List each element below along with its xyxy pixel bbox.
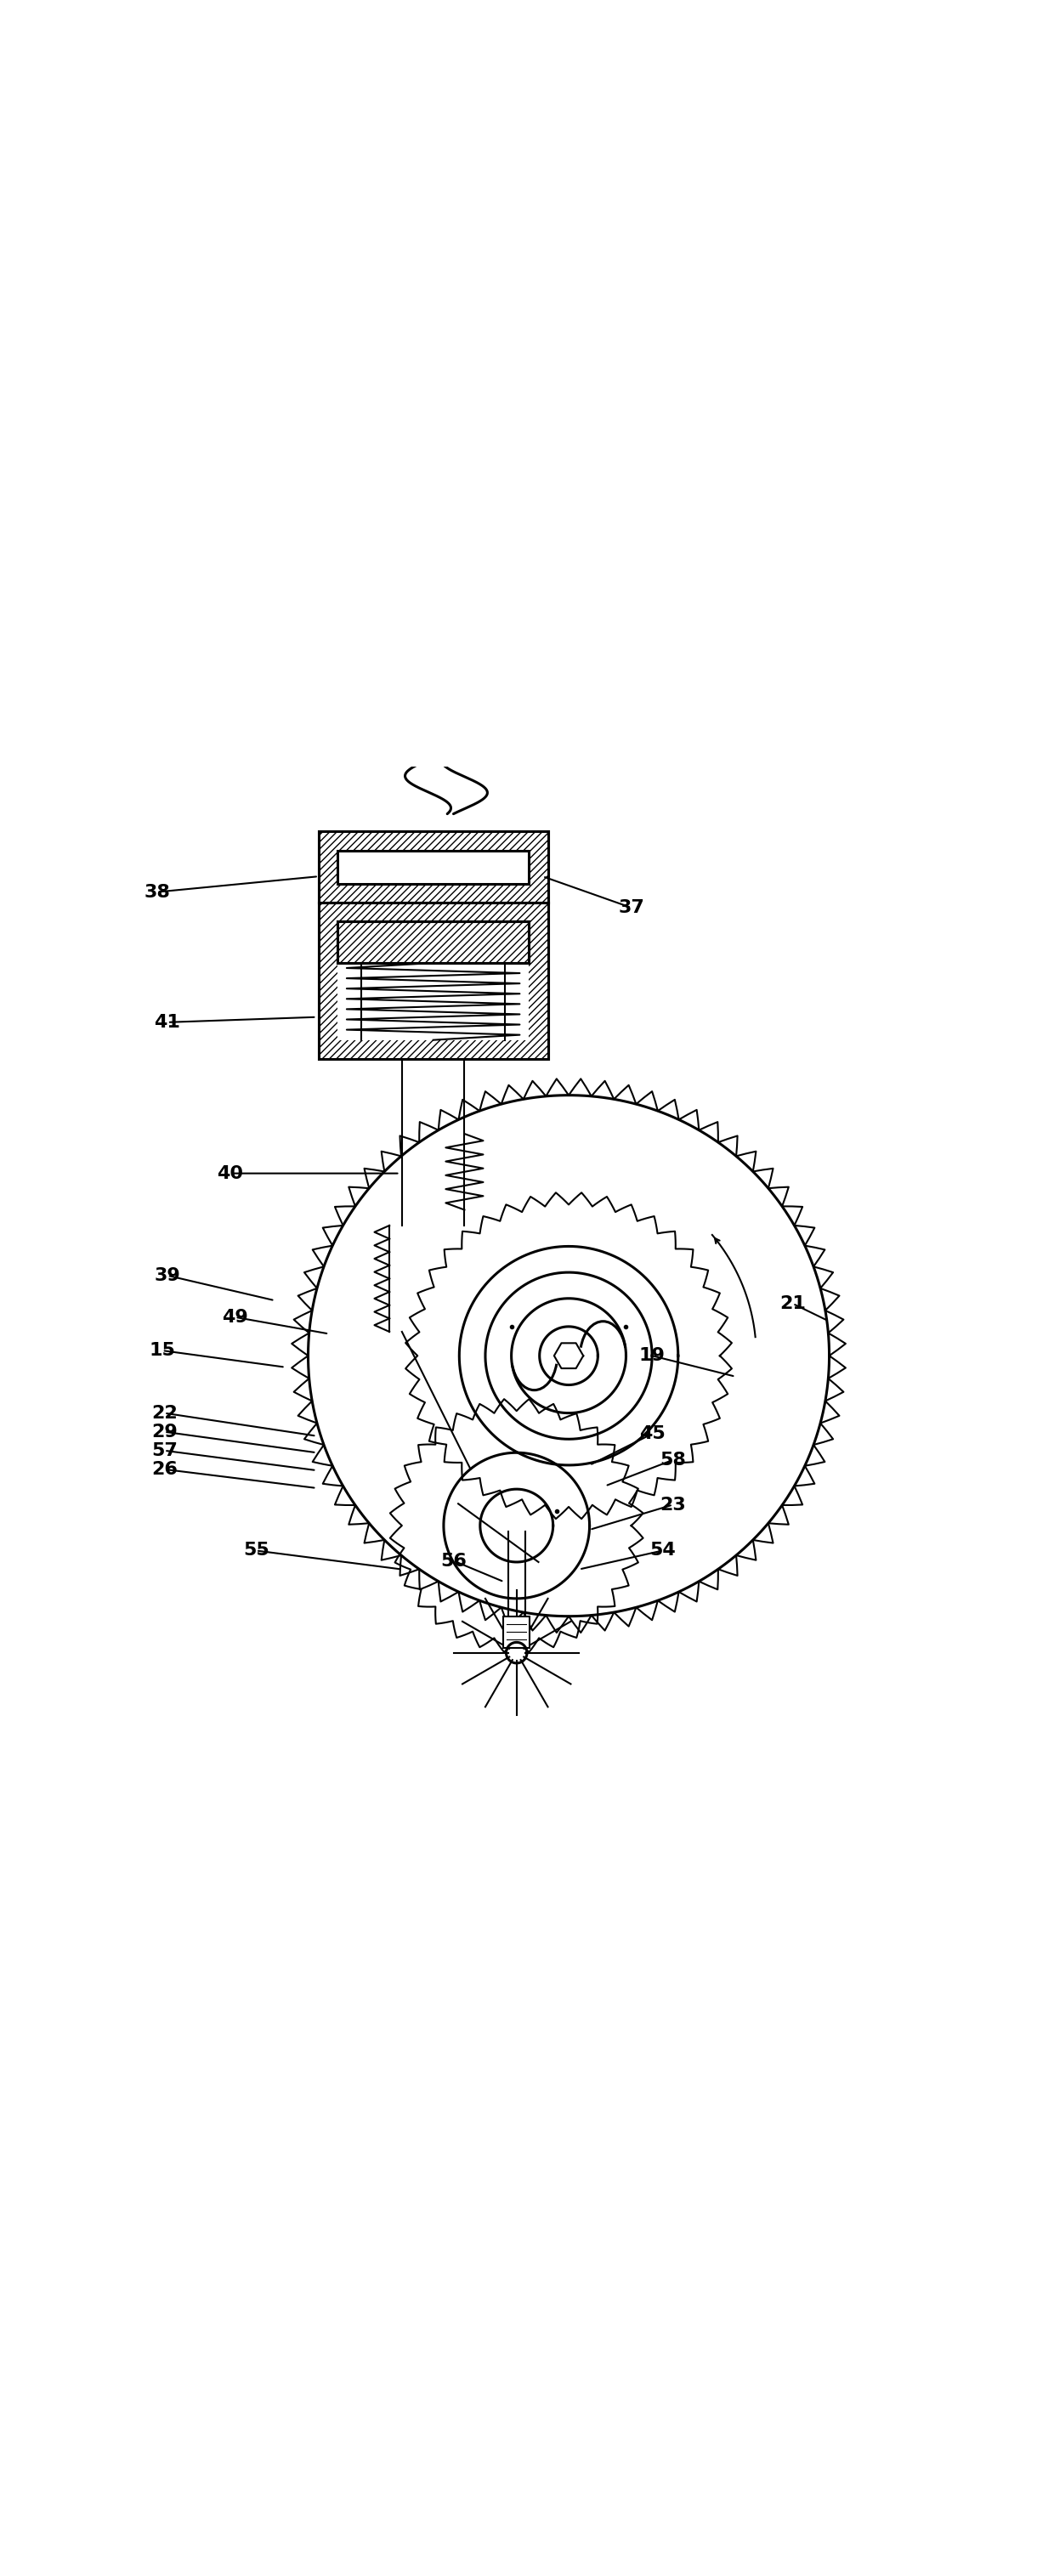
Bar <box>318 1041 548 1059</box>
Bar <box>529 832 548 902</box>
Text: 54: 54 <box>649 1543 676 1558</box>
Text: 41: 41 <box>154 1015 180 1030</box>
Bar <box>337 850 529 884</box>
Bar <box>318 902 548 922</box>
Text: 45: 45 <box>639 1425 665 1443</box>
Text: 29: 29 <box>151 1425 177 1440</box>
Bar <box>318 902 548 1059</box>
Text: 22: 22 <box>151 1404 177 1422</box>
Text: 57: 57 <box>151 1443 177 1458</box>
Bar <box>318 902 337 1059</box>
Text: 38: 38 <box>144 884 170 902</box>
Text: 49: 49 <box>222 1309 249 1327</box>
Text: 55: 55 <box>243 1543 269 1558</box>
Text: 58: 58 <box>660 1450 686 1468</box>
Bar <box>318 832 548 902</box>
Bar <box>318 832 337 902</box>
Bar <box>318 832 548 850</box>
Bar <box>337 922 529 963</box>
Text: 15: 15 <box>149 1342 175 1360</box>
Bar <box>337 922 529 963</box>
Bar <box>318 902 548 1059</box>
Text: 26: 26 <box>151 1461 177 1479</box>
Bar <box>504 1615 529 1649</box>
Bar <box>318 832 548 902</box>
Text: 56: 56 <box>441 1553 467 1569</box>
Bar <box>318 884 548 902</box>
Bar <box>529 902 548 1059</box>
Text: 40: 40 <box>217 1164 243 1182</box>
Text: 23: 23 <box>660 1497 686 1512</box>
Text: 37: 37 <box>618 899 644 917</box>
Text: 21: 21 <box>780 1296 806 1311</box>
Text: 19: 19 <box>639 1347 665 1365</box>
Text: 39: 39 <box>154 1267 180 1283</box>
